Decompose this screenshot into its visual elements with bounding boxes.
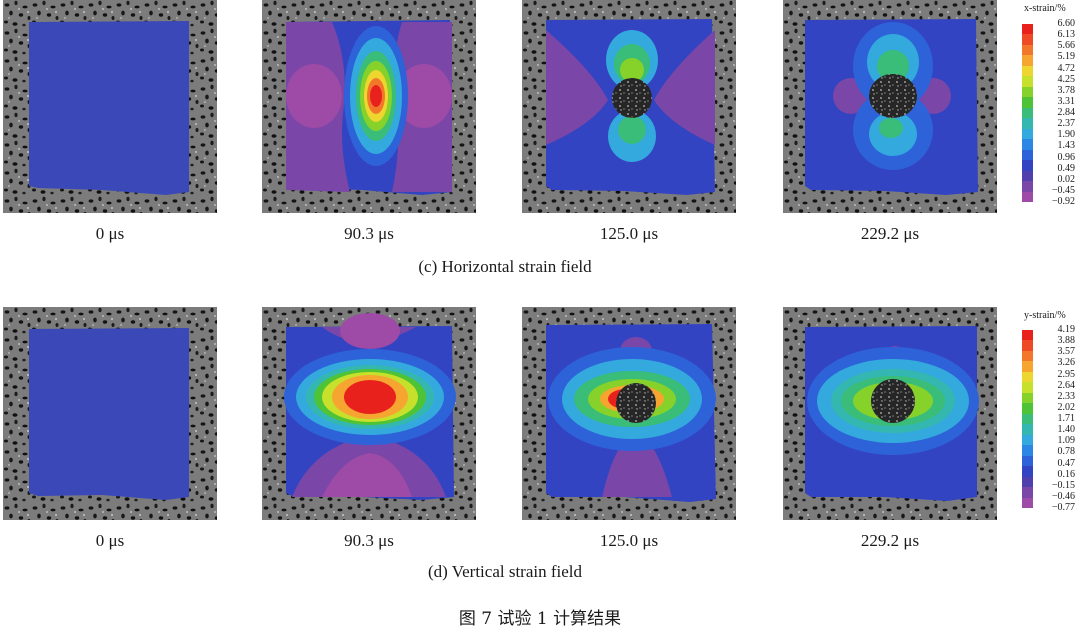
panel-d-0us [3, 307, 217, 520]
colorbar-swatch [1022, 382, 1033, 394]
colorbar-swatch [1022, 476, 1033, 488]
colorbar-c-title: x-strain/% [1024, 3, 1066, 14]
panel-d-90us [262, 307, 476, 520]
subcaption-c: (c) Horizontal strain field [418, 257, 592, 276]
colorbar-tick-label: 4.19 [1057, 324, 1076, 335]
colorbar-tick-label: 0.49 [1057, 162, 1076, 174]
colorbar-swatch [1022, 55, 1033, 67]
colorbar-tick-label: 1.09 [1057, 435, 1076, 447]
subcaption-d: (d) Vertical strain field [427, 562, 583, 581]
colorbar-tick-label: 0.02 [1057, 173, 1076, 185]
colorbar-swatch [1022, 76, 1033, 88]
colorbar-d [1022, 330, 1033, 509]
colorbar-tick-label: 4.25 [1057, 73, 1076, 85]
colorbar-d-title: y-strain/% [1024, 310, 1066, 321]
panel-c-229us [783, 0, 997, 213]
colorbar-tick-label: 2.64 [1057, 379, 1076, 391]
colorbar-swatch [1022, 371, 1033, 383]
colorbar-swatch [1022, 139, 1033, 151]
colorbar-swatch [1022, 497, 1033, 509]
time-label-c-2: 125.0 μs [599, 224, 659, 243]
time-label-c-1: 90.3 μs [344, 224, 394, 243]
colorbar-tick-label: 6.60 [1057, 18, 1076, 29]
colorbar-tick-label: 0.78 [1057, 446, 1076, 458]
colorbar-tick-label: 0.96 [1057, 151, 1076, 163]
colorbar-tick-label: 3.26 [1057, 357, 1076, 369]
colorbar-swatch [1022, 86, 1033, 98]
colorbar-swatch [1022, 181, 1033, 193]
colorbar-tick-label: 6.13 [1057, 29, 1076, 41]
colorbar-tick-label: 5.66 [1057, 40, 1076, 52]
colorbar-swatch [1022, 34, 1033, 46]
colorbar-tick-label: 1.71 [1057, 413, 1076, 424]
colorbar-tick-label: 3.88 [1057, 335, 1076, 347]
colorbar-tick-label: 2.95 [1057, 368, 1076, 380]
panel-d-125us [522, 307, 736, 520]
panel-d-229us [783, 307, 997, 520]
colorbar-tick-label: 1.43 [1057, 140, 1076, 152]
panel-c-0us [3, 0, 217, 213]
colorbar-swatch [1022, 191, 1033, 203]
colorbar-tick-label: 2.84 [1057, 107, 1076, 118]
colorbar-swatch [1022, 466, 1033, 478]
colorbar-tick-label: 0.47 [1057, 457, 1076, 469]
colorbar-swatch [1022, 170, 1033, 182]
colorbar-swatch [1022, 445, 1033, 457]
figure-caption: 图 7 试验 1 计算结果 [458, 609, 622, 629]
colorbar-tick-label: −0.46 [1051, 490, 1075, 502]
colorbar-swatch [1022, 340, 1033, 352]
colorbar-swatch [1022, 455, 1033, 467]
colorbar-swatch [1022, 413, 1033, 425]
colorbar-tick-label: 2.33 [1057, 390, 1076, 402]
time-label-d-3: 229.2 μs [860, 531, 920, 550]
colorbar-tick-label: 3.78 [1057, 84, 1076, 96]
colorbar-tick-label: 4.72 [1057, 62, 1076, 74]
colorbar-swatch [1022, 65, 1033, 77]
colorbar-swatch [1022, 97, 1033, 109]
time-label-d-2: 125.0 μs [599, 531, 659, 550]
colorbar-swatch [1022, 330, 1033, 341]
colorbar-swatch [1022, 434, 1033, 446]
time-label-d-0: 0 μs [95, 531, 125, 550]
colorbar-swatch [1022, 128, 1033, 140]
colorbar-swatch [1022, 403, 1033, 415]
colorbar-swatch [1022, 350, 1033, 362]
panel-c-125us [522, 0, 736, 213]
colorbar-swatch [1022, 487, 1033, 499]
time-label-d-1: 90.3 μs [344, 531, 394, 550]
colorbar-tick-label: 1.40 [1057, 424, 1076, 436]
colorbar-c [1022, 24, 1033, 203]
colorbar-tick-label: 5.19 [1057, 51, 1076, 63]
colorbar-swatch [1022, 118, 1033, 130]
colorbar-tick-label: 3.31 [1057, 95, 1076, 107]
colorbar-swatch [1022, 160, 1033, 172]
time-label-c-3: 229.2 μs [860, 224, 920, 243]
colorbar-tick-label: 3.57 [1057, 346, 1076, 358]
colorbar-swatch [1022, 107, 1033, 119]
colorbar-tick-label: 2.02 [1057, 401, 1076, 413]
colorbar-tick-label: −0.45 [1051, 184, 1075, 196]
time-label-c-0: 0 μs [95, 224, 125, 243]
colorbar-tick-label: 2.37 [1057, 118, 1076, 130]
colorbar-tick-label: −0.77 [1051, 502, 1075, 513]
colorbar-swatch [1022, 149, 1033, 161]
colorbar-tick-label: 0.16 [1057, 468, 1076, 480]
colorbar-swatch [1022, 361, 1033, 373]
colorbar-swatch [1022, 424, 1033, 436]
panel-c-90us [262, 0, 476, 213]
colorbar-swatch [1022, 392, 1033, 404]
colorbar-swatch [1022, 44, 1033, 56]
colorbar-swatch [1022, 24, 1033, 35]
colorbar-tick-label: −0.92 [1051, 196, 1075, 207]
colorbar-tick-label: −0.15 [1051, 479, 1075, 491]
colorbar-tick-label: 1.90 [1057, 129, 1076, 141]
